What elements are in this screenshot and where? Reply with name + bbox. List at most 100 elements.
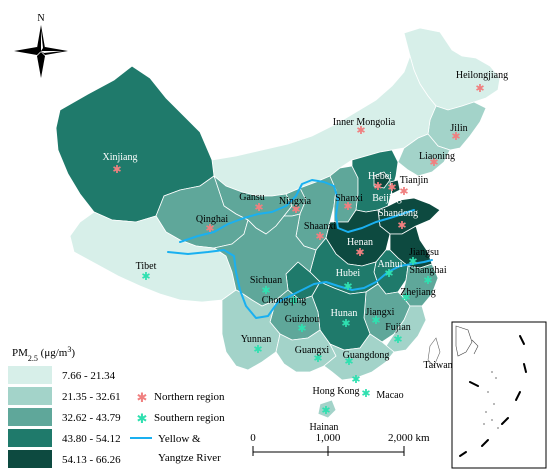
yellow-river	[179, 179, 415, 243]
rivers	[167, 179, 433, 319]
label-hainan: Hainan	[310, 422, 339, 433]
marker-tianjin: ✱	[399, 186, 408, 198]
label-zhejiang: Zhejiang	[400, 287, 436, 298]
label-heilongjiang: Heilongjiang	[456, 70, 508, 81]
province-shapes	[55, 27, 501, 419]
marker-qinghai: ✱	[205, 223, 214, 235]
label-beijing: Beijing	[372, 193, 401, 204]
label-hunan: Hunan	[331, 308, 358, 319]
north-arrow-icon: N	[14, 13, 68, 78]
legend-southern-marker-icon: ✱	[137, 411, 148, 426]
label-macao: Macao	[376, 390, 403, 401]
scale-label-2000: 2,000 km	[388, 432, 430, 444]
label-shanghai: Shanghai	[409, 265, 446, 276]
yangtze-river	[167, 249, 433, 319]
label-yunnan: Yunnan	[241, 334, 272, 345]
marker-guangdong: ✱	[344, 356, 353, 368]
province-hainan	[317, 399, 337, 419]
legend-swatch-2	[8, 387, 52, 405]
legend-class-5: 54.13 - 66.26	[62, 454, 121, 466]
legend-river-line2: Yangtze River	[158, 452, 221, 464]
legend-swatch-5	[8, 450, 52, 468]
marker-jiangsu: ✱	[408, 256, 417, 268]
northern-markers: ✱ ✱ ✱ ✱ ✱ ✱ ✱ ✱ ✱ ✱ ✱ ✱ ✱ ✱ ✱	[112, 83, 484, 259]
label-tibet: Tibet	[136, 261, 157, 272]
label-jiangxi: Jiangxi	[366, 307, 395, 318]
label-taiwan: Taiwan	[423, 360, 452, 371]
legend-class-2: 21.35 - 32.61	[62, 391, 121, 403]
legend-southern: Southern region	[154, 412, 225, 424]
label-shanxi: Shanxi	[335, 193, 363, 204]
marker-ningxia: ✱	[291, 204, 300, 216]
label-guangdong: Guangdong	[343, 350, 390, 361]
province-labels: Heilongjiang Jilin Liaoning Inner Mongol…	[103, 70, 509, 433]
legend-northern-marker-icon: ✱	[137, 390, 148, 405]
label-ningxia: Ningxia	[279, 196, 312, 207]
marker-macao: ✱	[361, 388, 370, 400]
marker-chongqing: ✱	[289, 295, 298, 307]
label-hebei: Hebei	[368, 171, 392, 182]
label-henan: Henan	[347, 237, 373, 248]
label-xinjiang: Xinjiang	[103, 152, 138, 163]
marker-hainan: ✱	[321, 405, 330, 417]
label-jiangsu: Jiangsu	[409, 247, 439, 258]
label-fujian: Fujian	[385, 322, 411, 333]
marker-hebei: ✱	[373, 181, 382, 193]
marker-guizhou: ✱	[297, 323, 306, 335]
legend-swatch-3	[8, 408, 52, 426]
scale-bar: 0 1,000 2,000 km	[250, 432, 430, 456]
southern-markers: ✱ ✱ ✱ ✱ ✱ ✱ ✱ ✱ ✱ ✱ ✱ ✱ ✱ ✱ ✱ ✱ ✱ ✱	[141, 256, 432, 417]
marker-henan: ✱	[355, 247, 364, 259]
legend-northern: Northern region	[154, 391, 225, 403]
label-tianjin: Tianjin	[400, 175, 429, 186]
label-hubei: Hubei	[336, 268, 361, 279]
legend-swatch-4	[8, 429, 52, 447]
legend: PM2.5 (μg/m3) 7.66 - 21.34 21.35 - 32.61…	[8, 345, 225, 468]
label-shandong: Shandong	[378, 208, 418, 219]
province-tianjin	[389, 179, 401, 195]
legend-class-4: 43.80 - 54.12	[62, 433, 121, 445]
marker-tibet: ✱	[141, 271, 150, 283]
marker-anhui: ✱	[384, 268, 393, 280]
label-jilin: Jilin	[450, 123, 467, 134]
marker-shaanxi: ✱	[315, 231, 324, 243]
legend-class-3: 32.62 - 43.79	[62, 412, 121, 424]
legend-class-1: 7.66 - 21.34	[62, 370, 116, 382]
north-label: N	[37, 13, 44, 24]
marker-shandong: ✱	[397, 220, 406, 232]
marker-jilin: ✱	[451, 131, 460, 143]
marker-beijing: ✱	[387, 182, 396, 194]
scale-label-1000: 1,000	[316, 432, 341, 444]
label-chongqing: Chongqing	[262, 295, 306, 306]
marker-jiangxi: ✱	[371, 315, 380, 327]
marker-hubei: ✱	[343, 281, 352, 293]
marker-inner-mongolia: ✱	[356, 125, 365, 137]
marker-sichuan: ✱	[261, 285, 270, 297]
label-hong-kong: Hong Kong	[313, 386, 360, 397]
legend-river-line1: Yellow &	[158, 433, 201, 445]
marker-hong-kong: ✱	[351, 374, 360, 386]
label-anhui: Anhui	[378, 259, 403, 270]
legend-swatch-1	[8, 366, 52, 384]
label-guangxi: Guangxi	[295, 345, 330, 356]
label-sichuan: Sichuan	[250, 275, 282, 286]
south-china-sea-inset	[451, 321, 547, 469]
label-liaoning: Liaoning	[419, 151, 455, 162]
marker-shanghai: ✱	[423, 275, 432, 287]
province-guangdong	[323, 333, 395, 381]
marker-guangxi: ✱	[313, 353, 322, 365]
marker-heilongjiang: ✱	[475, 83, 484, 95]
marker-yunnan: ✱	[253, 344, 262, 356]
marker-fujian: ✱	[393, 334, 402, 346]
marker-gansu: ✱	[254, 202, 263, 214]
label-gansu: Gansu	[239, 192, 265, 203]
marker-zhejiang: ✱	[401, 292, 410, 304]
label-qinghai: Qinghai	[196, 214, 228, 225]
label-shaanxi: Shaanxi	[304, 221, 336, 232]
province-taiwan	[427, 337, 441, 367]
legend-title: PM2.5 (μg/m3)	[12, 345, 75, 363]
scale-label-0: 0	[250, 432, 256, 444]
label-inner-mongolia: Inner Mongolia	[333, 117, 396, 128]
label-guizhou: Guizhou	[285, 314, 319, 325]
